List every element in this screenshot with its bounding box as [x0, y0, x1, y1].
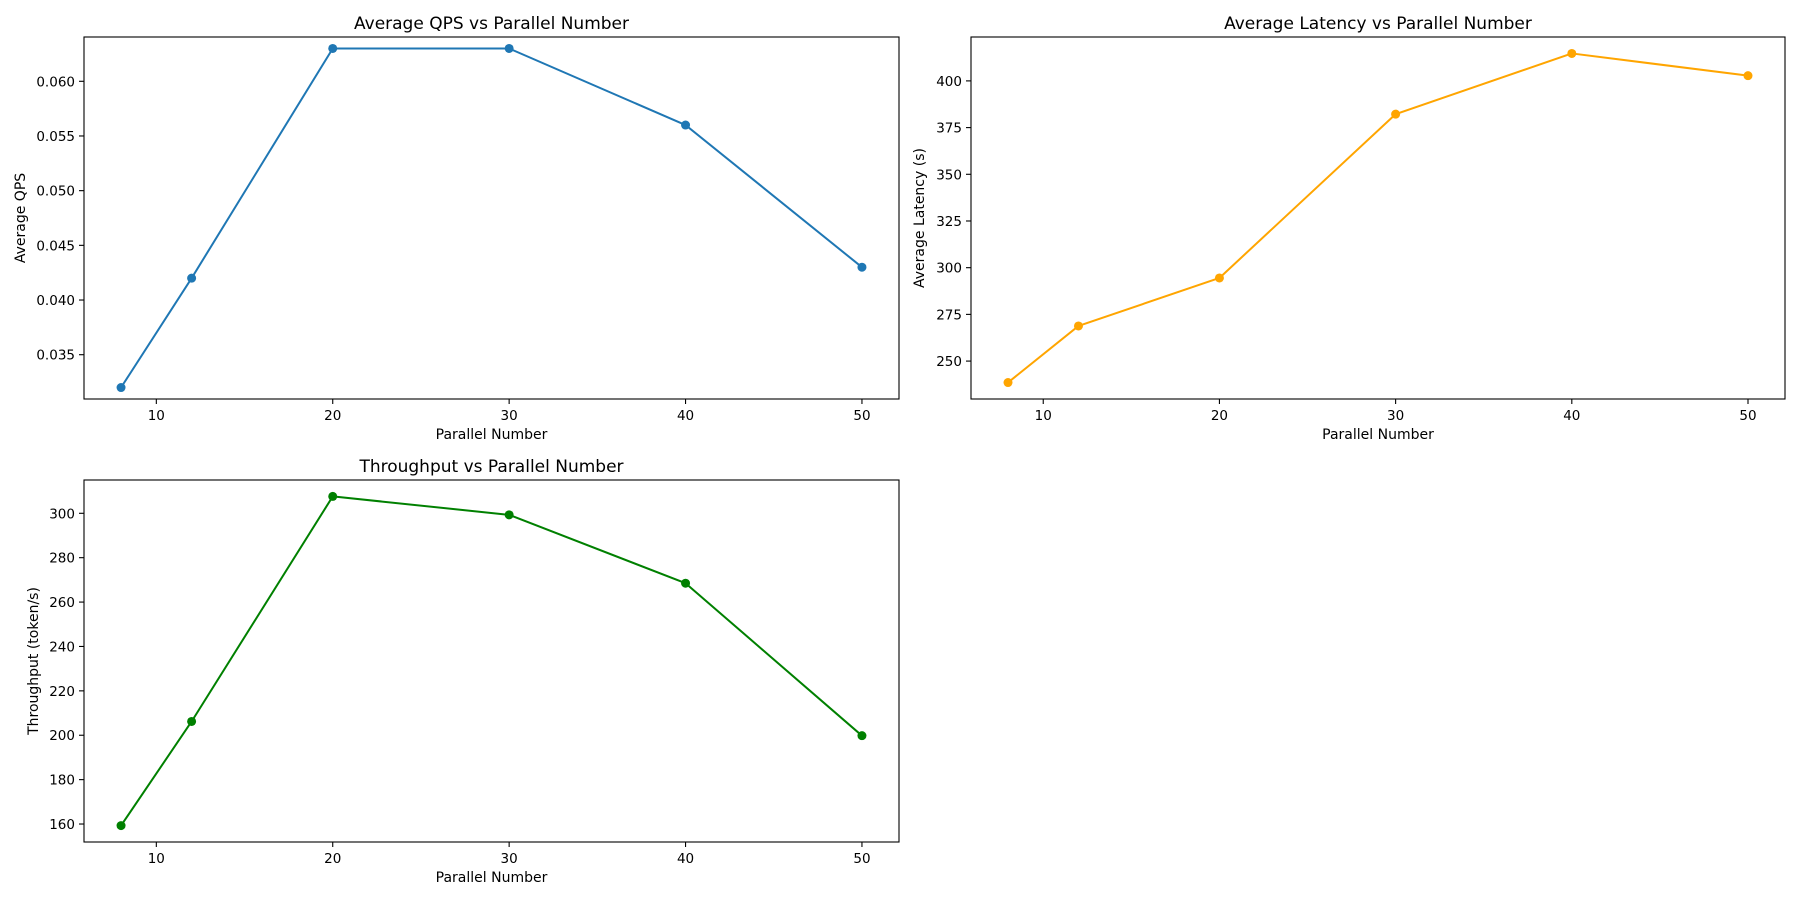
- data-point: [681, 578, 691, 588]
- y-tick-label: 300: [936, 261, 962, 277]
- x-axis-label: Parallel Number: [436, 870, 548, 886]
- y-tick-label: 400: [936, 74, 962, 90]
- y-tick-label: 0.040: [36, 293, 75, 309]
- chart-panel-1: Average QPS vs Parallel Number 10 20 30 40 50…: [13, 14, 900, 443]
- data-point: [328, 491, 338, 501]
- series-line: [1007, 52, 1749, 384]
- x-tick-label: 50: [853, 408, 870, 424]
- series-line: [120, 47, 863, 389]
- y-tick-label: 350: [936, 167, 962, 183]
- y-tick-label: 0.060: [36, 74, 75, 90]
- y-tick-label: 200: [49, 728, 75, 744]
- x-tick-label: 10: [148, 851, 165, 867]
- data-point: [504, 510, 514, 520]
- data-point: [1003, 378, 1013, 388]
- x-tick-label: 20: [1211, 408, 1228, 424]
- y-tick-label: 275: [936, 307, 962, 323]
- y-tick-label: 0.055: [36, 129, 75, 145]
- x-tick-label: 40: [1563, 408, 1580, 424]
- x-axis-label: Parallel Number: [436, 427, 548, 443]
- y-tick-label: 375: [936, 121, 962, 137]
- data-point: [1073, 321, 1083, 331]
- data-point: [857, 731, 867, 741]
- y-tick-label: 260: [49, 595, 75, 611]
- data-point: [1743, 71, 1753, 81]
- x-tick-label: 20: [324, 851, 341, 867]
- y-tick-label: 160: [49, 817, 75, 833]
- chart-panel-3: Throughput vs Parallel Number 10 20 30 40 50 1…: [26, 457, 900, 886]
- data-point: [116, 821, 126, 831]
- y-tick-label: 250: [936, 354, 962, 370]
- y-tick-label: 0.050: [36, 184, 75, 200]
- data-point: [187, 716, 197, 726]
- chart-panel-2: Average Latency vs Parallel Number 10 20 30…: [912, 14, 1786, 443]
- y-tick-label: 180: [49, 773, 75, 789]
- y-axis-label: Average QPS: [13, 173, 29, 263]
- y-tick-label: 240: [49, 639, 75, 655]
- data-point: [328, 43, 338, 53]
- plot-frame: [970, 36, 1786, 400]
- y-tick-label: 220: [49, 684, 75, 700]
- plot-frame: [83, 36, 900, 400]
- data-point: [1214, 273, 1224, 283]
- x-tick-label: 10: [1035, 408, 1052, 424]
- data-point: [857, 262, 867, 272]
- y-axis-label: Throughput (token/s): [26, 587, 42, 736]
- x-tick-label: 50: [1739, 408, 1756, 424]
- x-tick-label: 20: [324, 408, 341, 424]
- x-tick-label: 30: [501, 408, 518, 424]
- x-tick-label: 40: [677, 851, 694, 867]
- y-tick-label: 280: [49, 551, 75, 567]
- chart-title: Throughput vs Parallel Number: [358, 457, 623, 477]
- x-tick-label: 30: [501, 851, 518, 867]
- chart-title: Average Latency vs Parallel Number: [1224, 14, 1532, 34]
- data-point: [116, 383, 126, 393]
- x-tick-label: 50: [853, 851, 870, 867]
- data-point: [681, 120, 691, 130]
- y-tick-label: 300: [49, 506, 75, 522]
- x-axis-label: Parallel Number: [1322, 427, 1434, 443]
- data-point: [1567, 48, 1577, 58]
- x-tick-label: 30: [1387, 408, 1404, 424]
- data-point: [187, 273, 197, 283]
- data-point: [504, 43, 514, 53]
- data-point: [1391, 109, 1401, 119]
- x-tick-label: 40: [677, 408, 694, 424]
- y-tick-label: 0.045: [36, 238, 75, 254]
- series-line: [120, 495, 863, 827]
- y-tick-label: 0.035: [36, 348, 75, 364]
- x-tick-label: 10: [148, 408, 165, 424]
- y-axis-label: Average Latency (s): [912, 148, 928, 288]
- plot-frame: [83, 479, 900, 843]
- chart-title: Average QPS vs Parallel Number: [354, 14, 629, 34]
- y-tick-label: 325: [936, 214, 962, 230]
